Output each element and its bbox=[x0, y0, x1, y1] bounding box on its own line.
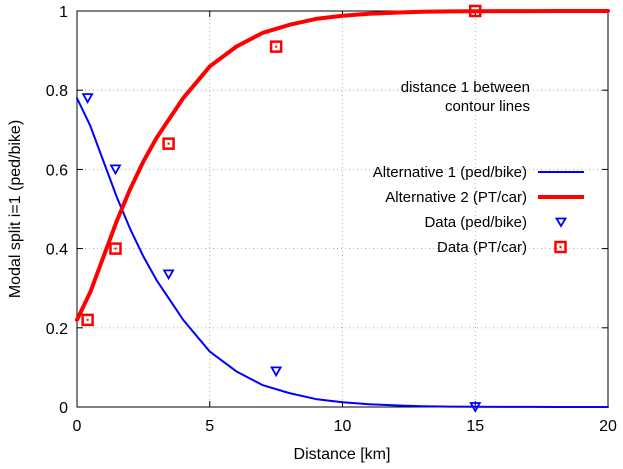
data-point-pt-car-center bbox=[114, 247, 117, 250]
data-point-ped-bike bbox=[109, 164, 122, 176]
x-tick-label: 10 bbox=[334, 418, 352, 435]
y-tick-label: 0.6 bbox=[46, 162, 68, 179]
x-tick-labels: 0 5 10 15 20 bbox=[73, 418, 617, 435]
alt1-curve bbox=[76, 97, 609, 408]
x-axis-label: Distance [km] bbox=[294, 446, 391, 463]
data-point-ped-bike bbox=[469, 402, 482, 413]
data-point-pt-car bbox=[162, 137, 175, 150]
x-tick-label: 0 bbox=[73, 418, 82, 435]
series-layer bbox=[75, 4, 610, 413]
y-tick-label: 0.2 bbox=[46, 321, 68, 338]
data-point-ped-bike bbox=[81, 93, 94, 104]
legend-label-data-pt: Data (PT/car) bbox=[437, 239, 527, 256]
data-point-pt-car-center bbox=[86, 318, 89, 321]
legend-marker-data-ped bbox=[554, 217, 568, 228]
grid bbox=[77, 11, 608, 407]
data-point-pt-car bbox=[469, 4, 482, 18]
legend-marker-data-pt-center bbox=[559, 246, 562, 248]
y-tick-label: 1 bbox=[59, 4, 68, 21]
legend-label-data-ped: Data (ped/bike) bbox=[424, 214, 527, 231]
y-axis-label: Modal split i=1 (ped/bike) bbox=[7, 120, 24, 298]
data-point-pt-car-center bbox=[474, 10, 477, 12]
data-point-pt-car-center bbox=[167, 142, 170, 145]
y-tick-label: 0 bbox=[59, 400, 68, 417]
x-tick-label: 20 bbox=[599, 418, 617, 435]
data-point-ped-bike bbox=[270, 366, 283, 378]
legend-label-alt1: Alternative 1 (ped/bike) bbox=[373, 164, 527, 181]
legend-label-alt2: Alternative 2 (PT/car) bbox=[385, 189, 527, 206]
annotation-line-1: distance 1 between bbox=[401, 79, 530, 96]
x-tick-label: 15 bbox=[466, 418, 484, 435]
y-tick-labels: 0 0.2 0.4 0.6 0.8 1 bbox=[46, 4, 68, 417]
x-tick-label: 5 bbox=[205, 418, 214, 435]
data-point-pt-car-center bbox=[275, 45, 278, 48]
data-point-pt-car bbox=[81, 313, 94, 327]
annotation-line-2: contour lines bbox=[445, 98, 530, 115]
y-tick-label: 0.4 bbox=[46, 242, 68, 259]
legend: Alternative 1 (ped/bike) Alternative 2 (… bbox=[373, 164, 584, 256]
data-point-ped-bike bbox=[162, 269, 175, 281]
y-tick-label: 0.8 bbox=[46, 83, 68, 100]
alt2-curve bbox=[75, 9, 610, 322]
data-point-pt-car bbox=[269, 40, 283, 53]
data-point-pt-car bbox=[109, 242, 122, 255]
legend-marker-data-pt bbox=[554, 240, 567, 254]
